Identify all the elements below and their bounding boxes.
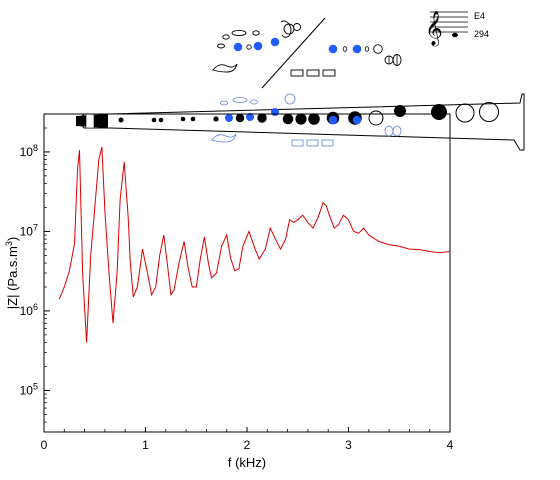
lh-key-2-icon bbox=[253, 41, 263, 51]
tone-hole-icon bbox=[151, 117, 157, 123]
plot-frame bbox=[43, 113, 451, 433]
palm-key-icon bbox=[231, 29, 247, 37]
y-axis-label-sup: 3 bbox=[4, 241, 14, 246]
tone-hole-icon bbox=[455, 103, 475, 123]
y-tick-label: 108 bbox=[20, 143, 38, 159]
diagram-separator-line bbox=[261, 17, 326, 89]
rh-side-key-icon bbox=[364, 46, 370, 52]
impedance-curve bbox=[58, 146, 451, 343]
y-tick-label: 106 bbox=[20, 302, 38, 318]
y-axis-label-base: |Z| (Pa.s.m bbox=[5, 246, 20, 309]
x-axis: 0 1 2 3 4 bbox=[41, 427, 454, 452]
tone-hole-icon bbox=[213, 116, 219, 122]
x-tick-label: 1 bbox=[142, 438, 149, 452]
tone-hole-open-icon bbox=[352, 115, 362, 125]
tone-hole-icon bbox=[257, 113, 267, 123]
overlay-palm-key-icon bbox=[220, 100, 228, 106]
y-axis-label: |Z| (Pa.s.m3) bbox=[4, 237, 20, 309]
tone-hole-icon bbox=[235, 113, 245, 123]
tone-hole-open-icon bbox=[271, 108, 279, 116]
rh-key-2-icon bbox=[352, 44, 362, 54]
y-tick-label: 107 bbox=[20, 222, 38, 238]
lh-key-3-icon bbox=[270, 37, 280, 47]
tone-hole-icon bbox=[308, 113, 320, 125]
x-tick-label: 4 bbox=[447, 438, 454, 452]
y-axis: 105 106 107 108 bbox=[20, 113, 50, 433]
x-tick-label: 0 bbox=[41, 438, 48, 452]
lh-key-1-icon bbox=[233, 42, 243, 52]
x-axis-label: f (kHz) bbox=[228, 455, 266, 470]
tone-hole-icon bbox=[282, 113, 294, 125]
y-axis-label-end: ) bbox=[5, 237, 20, 241]
overlay-lh-pinky-key-icon bbox=[211, 133, 237, 143]
octave-key-icon bbox=[283, 23, 295, 35]
ligature-icon bbox=[85, 113, 95, 129]
rh-side-key-icon bbox=[342, 46, 348, 52]
palm-key-icon bbox=[222, 34, 230, 40]
tone-hole-icon bbox=[180, 116, 186, 122]
tone-hole-icon bbox=[479, 102, 499, 122]
overlay-palm-key-icon bbox=[250, 99, 258, 105]
note-head-icon bbox=[452, 32, 458, 38]
treble-clef-icon: 𝄞 bbox=[425, 11, 443, 47]
overlay-side-key-icon bbox=[306, 139, 319, 147]
side-key-icon bbox=[306, 69, 320, 77]
overlay-rh-pinky-key-icon bbox=[392, 125, 402, 137]
tone-hole-icon bbox=[394, 105, 406, 117]
lh-pinky-key-icon bbox=[212, 63, 238, 73]
rh-pinky-key-icon bbox=[392, 54, 402, 66]
lh-side-key-icon bbox=[246, 44, 252, 50]
tone-hole-icon bbox=[431, 104, 447, 120]
tone-hole-icon bbox=[190, 116, 196, 122]
side-key-icon bbox=[322, 69, 336, 77]
upper-fingering-diagram bbox=[212, 17, 402, 89]
overlay-rh-pinky-key-icon bbox=[384, 125, 394, 137]
overlay-side-key-icon bbox=[291, 139, 304, 147]
tone-hole-open-icon bbox=[225, 114, 233, 122]
tone-hole-icon bbox=[158, 117, 164, 123]
rh-key-3-icon bbox=[373, 44, 383, 54]
palm-key-icon bbox=[217, 43, 225, 49]
note-name-label: E4 bbox=[474, 11, 485, 21]
tone-hole-open-icon bbox=[328, 115, 338, 125]
palm-key-icon bbox=[252, 30, 260, 36]
overlay-side-key-icon bbox=[321, 139, 334, 147]
tone-hole-icon bbox=[295, 113, 307, 125]
music-staff: 𝄞 E4 294 bbox=[425, 11, 489, 47]
thumb-rest-icon bbox=[293, 23, 301, 31]
side-key-icon bbox=[290, 69, 304, 77]
x-tick-label: 3 bbox=[345, 438, 352, 452]
tone-hole-icon bbox=[368, 110, 384, 126]
instrument-body bbox=[76, 93, 525, 151]
note-frequency-label: 294 bbox=[474, 29, 489, 39]
thumb-key-icon bbox=[280, 20, 292, 38]
tone-hole-open-icon bbox=[246, 113, 254, 121]
y-tick-label: 105 bbox=[20, 381, 38, 397]
rh-key-1-icon bbox=[328, 44, 338, 54]
overlay-palm-key-icon bbox=[232, 97, 248, 103]
overlay-octave-key-icon bbox=[284, 93, 296, 105]
tone-hole-icon bbox=[118, 117, 124, 123]
x-tick-label: 2 bbox=[244, 438, 251, 452]
